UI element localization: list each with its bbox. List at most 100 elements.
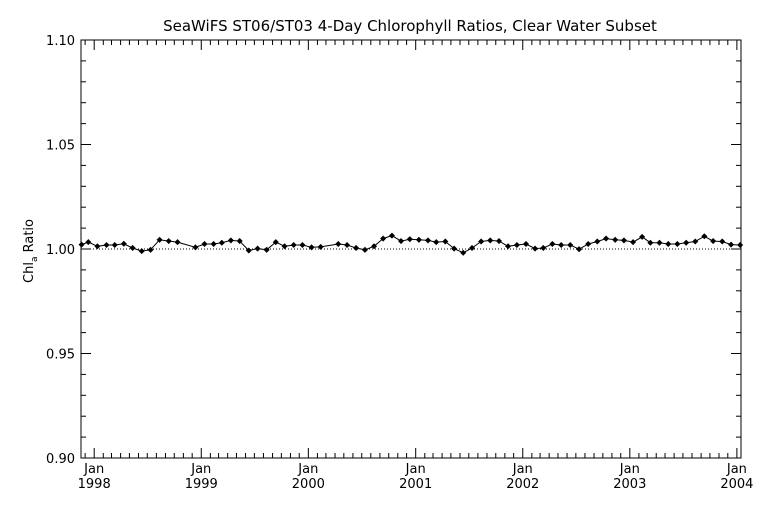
data-point: [603, 235, 610, 242]
data-point: [468, 244, 476, 251]
series-markers: [78, 232, 744, 256]
data-point: [495, 238, 503, 245]
x-axis-ticks: Jan1998Jan1999Jan2000Jan2001Jan2002Jan20…: [78, 40, 753, 492]
data-point: [692, 238, 699, 245]
data-point: [236, 238, 243, 245]
data-point: [612, 236, 619, 243]
data-point: [710, 238, 717, 245]
data-point: [406, 236, 413, 243]
data-point: [540, 244, 547, 251]
data-point: [245, 247, 252, 254]
data-point: [424, 237, 432, 244]
data-point: [701, 233, 708, 240]
data-point: [308, 244, 315, 251]
data-point: [398, 238, 405, 245]
data-point: [335, 240, 342, 248]
y-tick-label: 1.10: [46, 34, 75, 49]
y-axis-label-rest: Ratio: [22, 219, 37, 257]
data-point: [630, 239, 637, 246]
x-tick-month: Jan: [512, 462, 533, 477]
data-point: [210, 240, 217, 248]
x-tick-month: Jan: [297, 462, 318, 477]
data-point: [513, 242, 520, 249]
data-point: [433, 239, 440, 246]
data-point: [353, 244, 360, 251]
data-point: [388, 232, 395, 239]
data-point: [460, 249, 467, 256]
data-point: [647, 239, 654, 246]
data-point: [665, 240, 672, 248]
x-tick-year: 2002: [506, 477, 539, 492]
y-axis-label: Chla Ratio: [22, 219, 40, 283]
data-point: [156, 236, 163, 243]
data-point: [290, 242, 297, 249]
x-tick-month: Jan: [726, 462, 747, 477]
x-tick-year: 1998: [78, 477, 111, 492]
data-point: [487, 237, 494, 244]
data-point: [129, 244, 136, 251]
data-point: [344, 242, 351, 249]
y-tick-label: 0.95: [46, 348, 75, 363]
data-point: [85, 239, 92, 246]
y-axis-ticks: 0.90 0.95 1.00 1.05 1.10: [46, 34, 741, 467]
x-tick-year: 2003: [613, 477, 646, 492]
data-point: [272, 239, 279, 246]
y-tick-label: 1.00: [46, 243, 75, 258]
data-point: [594, 238, 601, 245]
data-point: [263, 246, 270, 253]
data-point: [442, 238, 449, 245]
x-tick-year: 1999: [185, 477, 218, 492]
x-tick-year: 2001: [399, 477, 432, 492]
data-point: [532, 245, 539, 252]
data-point: [371, 243, 378, 250]
y-tick-label: 0.90: [46, 452, 75, 467]
data-point: [683, 239, 690, 246]
x-tick-month: Jan: [83, 462, 104, 477]
data-point: [737, 242, 744, 249]
data-point: [576, 246, 583, 253]
data-point: [656, 239, 663, 246]
y-axis-label-main: Chl: [22, 262, 37, 283]
data-point: [478, 238, 485, 245]
data-point: [719, 238, 726, 245]
x-tick-month: Jan: [619, 462, 640, 477]
data-point: [674, 240, 681, 248]
data-point: [522, 240, 530, 248]
data-point: [165, 238, 172, 245]
y-tick-label: 1.05: [46, 139, 75, 154]
x-tick-year: 2004: [720, 477, 753, 492]
data-point: [728, 241, 735, 248]
data-point: [218, 239, 225, 246]
data-point: [227, 237, 234, 244]
data-point: [567, 242, 574, 249]
data-point: [585, 240, 592, 248]
data-point: [415, 236, 422, 243]
data-point: [361, 246, 368, 253]
data-point: [174, 239, 181, 246]
data-point: [281, 243, 288, 250]
data-point: [147, 246, 154, 253]
chart-title: SeaWiFS ST06/ST03 4-Day Chlorophyll Rati…: [163, 17, 657, 35]
data-point: [94, 243, 101, 250]
data-point: [138, 248, 145, 255]
x-tick-month: Jan: [405, 462, 426, 477]
data-point: [549, 240, 556, 248]
data-point: [111, 242, 118, 249]
data-point: [505, 243, 512, 250]
y-axis-label-sub: a: [30, 257, 40, 263]
data-point: [639, 233, 646, 240]
data-point: [201, 240, 208, 248]
data-point: [317, 243, 324, 250]
x-tick-year: 2000: [292, 477, 325, 492]
data-point: [120, 240, 127, 247]
data-point: [380, 235, 387, 242]
data-point: [558, 242, 565, 249]
data-point: [254, 245, 261, 252]
data-point: [192, 244, 199, 251]
data-point: [451, 245, 458, 252]
data-point: [78, 241, 85, 248]
data-point: [103, 242, 110, 249]
data-point: [299, 242, 306, 249]
x-tick-month: Jan: [190, 462, 211, 477]
